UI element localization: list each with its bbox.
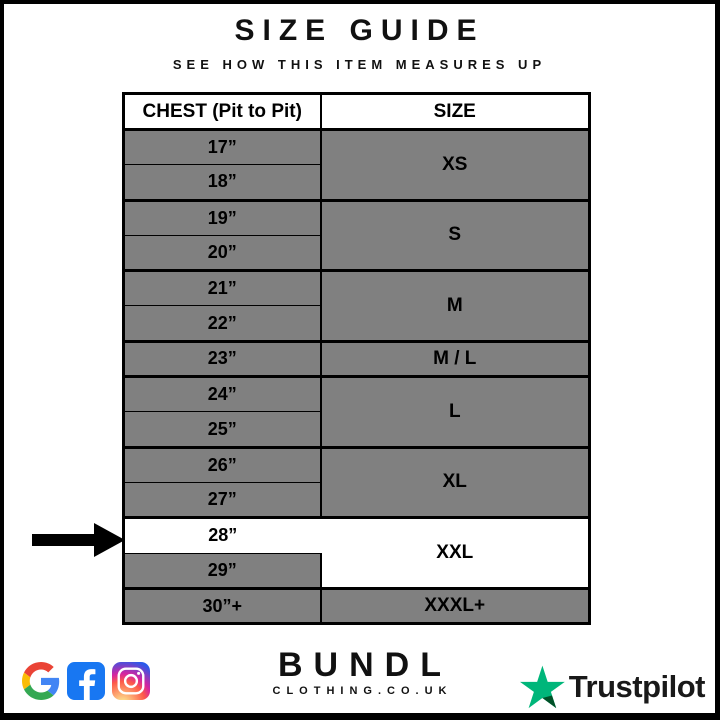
size-cell: XXXL+ — [320, 586, 590, 624]
size-cell: XS — [320, 128, 590, 201]
chest-cell: 19” — [123, 198, 322, 236]
table-row: 19” S — [123, 198, 590, 271]
size-table-body: 17” XS 18” 19” S 20” 21” M 22” 23” M / L 24” L 25” 26”… — [123, 127, 590, 624]
size-table: CHEST (Pit to Pit) SIZE 17” XS 18” 19” S 20” 2… — [122, 92, 591, 626]
table-row: 18” — [123, 164, 590, 201]
table-row: 23” M / L — [123, 339, 590, 377]
trustpilot-star-icon — [519, 665, 565, 709]
page-title: SIZE GUIDE — [234, 14, 485, 47]
brand-logo: BUNDL CLOTHING.CO.UK — [4, 648, 715, 697]
trustpilot-label: Trustpilot — [568, 669, 706, 704]
instagram-icon[interactable] — [112, 662, 150, 700]
table-row: 29” — [123, 552, 590, 589]
chest-cell: 21” — [123, 269, 322, 306]
chest-cell: 22” — [123, 305, 322, 342]
chest-cell: 23” — [123, 339, 322, 377]
table-row: 22” — [123, 305, 590, 342]
trustpilot-logo[interactable]: Trustpilot — [519, 664, 706, 710]
size-cell: XL — [320, 445, 590, 518]
brand-domain: CLOTHING.CO.UK — [272, 685, 453, 697]
chest-cell: 17” — [123, 127, 322, 165]
size-cell: S — [320, 198, 590, 271]
chest-cell: 24” — [123, 375, 322, 412]
size-table-header: CHEST (Pit to Pit) SIZE — [123, 93, 590, 131]
chest-cell: 28” — [123, 516, 321, 554]
size-cell: M — [320, 269, 590, 342]
table-row: 26” XL — [123, 445, 590, 518]
table-row: 17” XS — [123, 127, 590, 201]
size-cell: L — [320, 375, 590, 448]
brand-name: BUNDL — [278, 646, 452, 684]
page-subtitle: SEE HOW THIS ITEM MEASURES UP — [172, 57, 547, 72]
table-row: 20” — [123, 234, 590, 271]
chest-cell: 25” — [123, 411, 322, 448]
table-row: 24” L — [123, 375, 590, 448]
table-row: 30”+ XXXL+ — [123, 586, 590, 624]
facebook-icon[interactable] — [67, 662, 105, 700]
chest-cell: 27” — [123, 481, 322, 518]
size-cell: M / L — [320, 339, 590, 377]
chest-cell: 26” — [123, 445, 322, 483]
column-header-chest: CHEST (Pit to Pit) — [123, 93, 322, 131]
table-row: 28” XXL — [123, 516, 590, 589]
size-cell: XXL — [320, 516, 590, 589]
table-row: 21” M — [123, 269, 590, 342]
chest-cell: 18” — [123, 164, 322, 201]
pointer-arrow-icon — [32, 523, 125, 557]
chest-cell: 29” — [123, 552, 322, 589]
chest-cell: 20” — [123, 234, 322, 271]
chest-cell: 30”+ — [123, 586, 322, 624]
google-icon[interactable] — [22, 662, 60, 700]
table-row: 27” — [123, 481, 590, 518]
column-header-size: SIZE — [320, 93, 590, 131]
table-row: 25” — [123, 411, 590, 448]
